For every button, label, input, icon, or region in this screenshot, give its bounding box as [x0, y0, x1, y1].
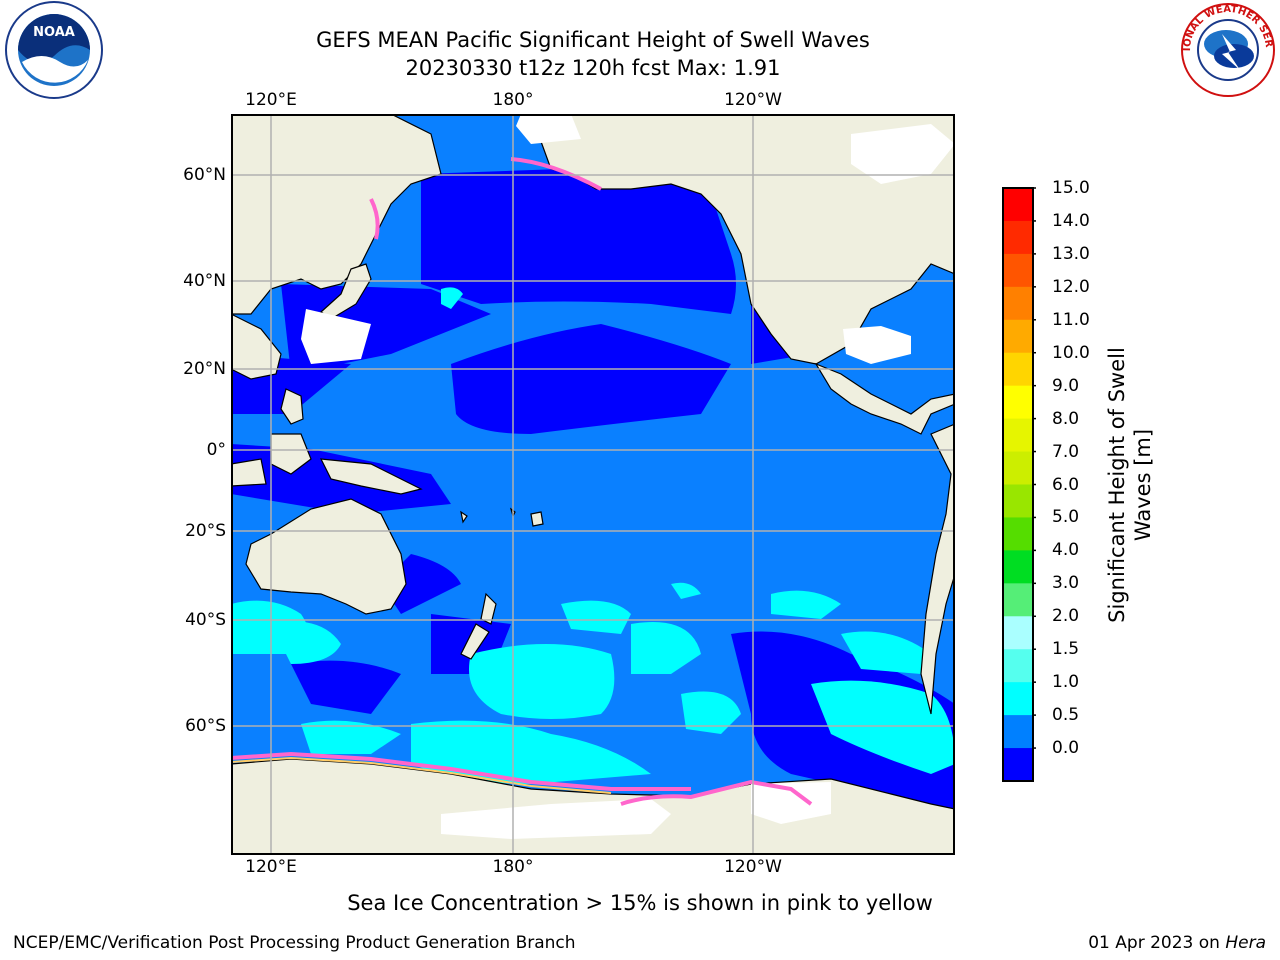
colorbar-tick-label: 1.0 — [1052, 672, 1079, 692]
footer-branch: NCEP/EMC/Verification Post Processing Pr… — [13, 933, 576, 953]
lon-label-bottom-120w: 120°W — [724, 857, 782, 877]
footer-machine: Hera — [1225, 933, 1266, 953]
chart-subtitle: 20230330 t12z 120h fcst Max: 1.91 — [0, 55, 1186, 81]
colorbar-swatch — [1003, 221, 1033, 254]
colorbar-swatch — [1003, 353, 1033, 386]
lat-label-60s: 60°S — [166, 716, 226, 736]
colorbar-tick-label: 14.0 — [1052, 211, 1090, 231]
lat-label-60n: 60°N — [166, 165, 226, 185]
colorbar-swatch — [1003, 485, 1033, 518]
lat-label-20n: 20°N — [166, 359, 226, 379]
colorbar-swatch — [1003, 320, 1033, 353]
nws-logo: NATIONAL WEATHER SERVICE — [1178, 0, 1278, 100]
colorbar-swatch — [1003, 386, 1033, 419]
colorbar-swatch — [1003, 583, 1033, 616]
colorbar-tick-label: 11.0 — [1052, 310, 1090, 330]
colorbar-tick-label: 1.5 — [1052, 639, 1079, 659]
colorbar-swatch — [1003, 748, 1033, 781]
colorbar-swatch — [1003, 419, 1033, 452]
map — [231, 114, 955, 855]
colorbar-tick-label: 7.0 — [1052, 442, 1079, 462]
colorbar-swatch — [1003, 550, 1033, 583]
colorbar-tick-label: 9.0 — [1052, 376, 1079, 396]
lat-label-20s: 20°S — [166, 521, 226, 541]
colorbar-swatch — [1003, 287, 1033, 320]
chart-title: GEFS MEAN Pacific Significant Height of … — [0, 27, 1186, 53]
colorbar-tick-label: 5.0 — [1052, 507, 1079, 527]
footer-date: 01 Apr 2023 on Hera — [1088, 933, 1266, 953]
lon-label-top-120w: 120°W — [724, 90, 782, 110]
colorbar-tick-label: 3.0 — [1052, 573, 1079, 593]
colorbar — [1000, 187, 1036, 783]
lon-label-bottom-180: 180° — [493, 857, 534, 877]
colorbar-label-line1: Significant Height of Swell — [1104, 320, 1130, 650]
colorbar-tick-label: 0.5 — [1052, 705, 1079, 725]
colorbar-tick-label: 2.0 — [1052, 606, 1079, 626]
colorbar-tick-label: 15.0 — [1052, 178, 1090, 198]
lat-label-0: 0° — [166, 440, 226, 460]
colorbar-swatch — [1003, 517, 1033, 550]
colorbar-tick-label: 10.0 — [1052, 343, 1090, 363]
colorbar-swatch — [1003, 682, 1033, 715]
colorbar-swatch — [1003, 616, 1033, 649]
colorbar-tick-label: 8.0 — [1052, 409, 1079, 429]
colorbar-swatch — [1003, 715, 1033, 748]
lat-label-40s: 40°S — [166, 610, 226, 630]
colorbar-tick-label: 12.0 — [1052, 277, 1090, 297]
lat-label-40n: 40°N — [166, 271, 226, 291]
colorbar-swatch — [1003, 649, 1033, 682]
colorbar-swatch — [1003, 254, 1033, 287]
footer-date-text: 01 Apr 2023 on — [1088, 933, 1225, 953]
colorbar-label-line2: Waves [m] — [1130, 320, 1156, 650]
colorbar-tick-label: 0.0 — [1052, 738, 1079, 758]
colorbar-swatch — [1003, 188, 1033, 221]
colorbar-tick-label: 4.0 — [1052, 540, 1079, 560]
colorbar-tick-label: 6.0 — [1052, 475, 1079, 495]
colorbar-swatch — [1003, 452, 1033, 485]
colorbar-tick-label: 13.0 — [1052, 244, 1090, 264]
lon-label-top-120e: 120°E — [245, 90, 297, 110]
lon-label-bottom-120e: 120°E — [245, 857, 297, 877]
sea-ice-note: Sea Ice Concentration > 15% is shown in … — [0, 891, 1280, 915]
colorbar-label: Significant Height of Swell Waves [m] — [1104, 320, 1156, 650]
lon-label-top-180: 180° — [493, 90, 534, 110]
colorbar-swatches — [1003, 188, 1033, 782]
